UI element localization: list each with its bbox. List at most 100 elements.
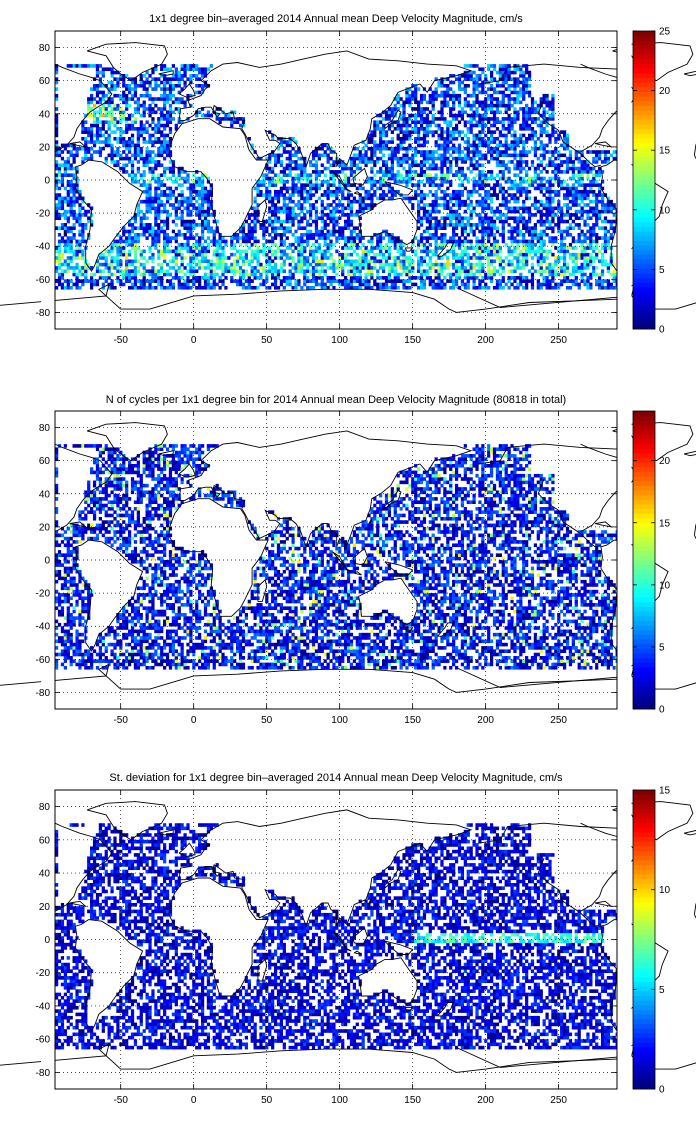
- data-cell: [417, 150, 420, 154]
- data-cell: [522, 117, 525, 121]
- data-cell: [510, 187, 513, 191]
- data-cell: [143, 180, 146, 184]
- data-cell: [73, 223, 76, 227]
- data-cell: [513, 120, 516, 124]
- data-cell: [508, 74, 511, 78]
- data-cell: [470, 193, 473, 197]
- data-cell: [332, 263, 335, 267]
- data-cell: [312, 193, 315, 197]
- data-cell: [140, 177, 143, 181]
- data-cell: [446, 134, 449, 138]
- data-cell: [230, 120, 233, 124]
- data-cell: [312, 250, 315, 254]
- data-cell: [508, 127, 511, 131]
- data-cell: [294, 160, 297, 164]
- data-cell: [505, 134, 508, 138]
- data-cell: [204, 259, 207, 263]
- data-cell: [131, 180, 134, 184]
- data-cell: [423, 250, 426, 254]
- data-cell: [218, 253, 221, 257]
- data-cell: [490, 259, 493, 263]
- data-cell: [151, 230, 154, 234]
- data-cell: [414, 170, 417, 174]
- data-cell: [297, 163, 300, 167]
- data-cell: [472, 81, 475, 85]
- data-cell: [216, 266, 219, 270]
- data-cell: [157, 206, 160, 210]
- data-cell: [166, 87, 169, 91]
- data-cell: [478, 154, 481, 158]
- data-cell: [353, 279, 356, 283]
- data-cell: [148, 193, 151, 197]
- data-cell: [487, 104, 490, 108]
- data-cell: [148, 94, 151, 98]
- data-cell: [510, 140, 513, 144]
- data-cell: [70, 150, 73, 154]
- data-cell: [113, 259, 116, 263]
- data-cell: [353, 160, 356, 164]
- data-cell: [470, 226, 473, 230]
- data-cell: [350, 253, 353, 257]
- data-cell: [148, 223, 151, 227]
- data-cell: [367, 269, 370, 273]
- data-cell: [315, 160, 318, 164]
- data-cell: [364, 190, 367, 194]
- data-cell: [268, 269, 271, 273]
- data-cell: [435, 130, 438, 134]
- data-cell: [516, 216, 519, 220]
- data-cell: [61, 256, 64, 260]
- data-cell: [64, 246, 67, 250]
- data-cell: [108, 140, 111, 144]
- data-cell: [324, 269, 327, 273]
- data-cell: [475, 180, 478, 184]
- data-cell: [148, 74, 151, 78]
- data-cell: [169, 193, 172, 197]
- data-cell: [297, 246, 300, 250]
- data-cell: [84, 269, 87, 273]
- data-cell: [429, 163, 432, 167]
- data-cell: [446, 256, 449, 260]
- data-cell: [195, 263, 198, 267]
- data-cell: [382, 173, 385, 177]
- data-cell: [169, 117, 172, 121]
- data-cell: [315, 283, 318, 287]
- data-cell: [481, 200, 484, 204]
- data-cell: [446, 150, 449, 154]
- data-cell: [335, 279, 338, 283]
- data-cell: [420, 144, 423, 148]
- data-cell: [464, 154, 467, 158]
- data-cell: [73, 190, 76, 194]
- data-cell: [467, 256, 470, 260]
- data-cell: [93, 140, 96, 144]
- data-cell: [350, 279, 353, 283]
- data-cell: [458, 94, 461, 98]
- data-cell: [116, 104, 119, 108]
- data-cell: [446, 193, 449, 197]
- data-cell: [490, 216, 493, 220]
- data-cell: [400, 259, 403, 263]
- data-cell: [186, 206, 189, 210]
- data-cell: [475, 154, 478, 158]
- data-cell: [254, 213, 257, 217]
- data-cell: [181, 101, 184, 105]
- data-cell: [315, 226, 318, 230]
- data-cell: [394, 256, 397, 260]
- data-cell: [148, 167, 151, 171]
- data-cell: [283, 250, 286, 254]
- data-cell: [93, 283, 96, 287]
- data-cell: [146, 230, 149, 234]
- data-cell: [148, 157, 151, 161]
- data-cell: [181, 223, 184, 227]
- data-cell: [78, 64, 81, 68]
- data-cell: [464, 240, 467, 244]
- data-cell: [116, 250, 119, 254]
- data-cell: [344, 259, 347, 263]
- data-cell: [116, 163, 119, 167]
- data-cell: [256, 253, 259, 257]
- data-cell: [522, 240, 525, 244]
- data-cell: [347, 236, 350, 240]
- data-cell: [382, 183, 385, 187]
- data-cell: [134, 250, 137, 254]
- data-cell: [388, 269, 391, 273]
- data-cell: [110, 84, 113, 88]
